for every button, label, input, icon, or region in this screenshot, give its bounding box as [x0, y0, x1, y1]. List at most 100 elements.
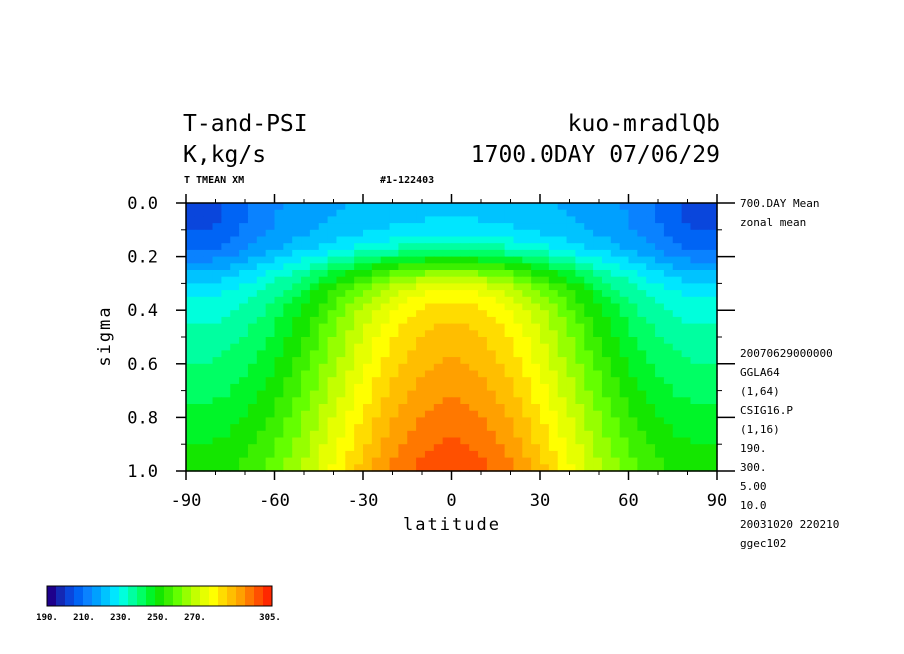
heatmap-cell: [256, 390, 267, 398]
heatmap-cell: [318, 276, 329, 284]
heatmap-cell: [442, 263, 453, 271]
heatmap-cell: [610, 270, 621, 278]
heatmap-cell: [318, 216, 329, 224]
heatmap-cell: [681, 270, 692, 278]
heatmap-cell: [398, 316, 408, 325]
heatmap-cell: [407, 444, 417, 452]
heatmap-cell: [655, 283, 665, 291]
heatmap-cell: [389, 310, 399, 318]
heatmap-cell: [699, 410, 709, 418]
heatmap-cell: [548, 464, 559, 472]
units-label: K,kg/s: [183, 142, 266, 168]
heatmap-cell: [531, 203, 541, 211]
heatmap-cell: [708, 397, 718, 405]
heatmap-cell: [540, 390, 550, 398]
heatmap-cell: [212, 270, 222, 278]
heatmap-cell: [619, 323, 630, 331]
colorbar-swatch: [155, 586, 165, 606]
heatmap-cell: [486, 270, 497, 278]
heatmap-cell: [637, 404, 647, 412]
heatmap-cell: [380, 357, 391, 365]
heatmap-cell: [495, 437, 506, 445]
heatmap-cell: [540, 290, 550, 298]
heatmap-cell: [194, 450, 205, 459]
heatmap-cell: [424, 337, 435, 345]
heatmap-cell: [540, 350, 550, 358]
heatmap-cell: [442, 457, 453, 465]
heatmap-cell: [389, 236, 399, 244]
heatmap-cell: [619, 236, 630, 244]
heatmap-cell: [336, 430, 346, 439]
heatmap-cell: [354, 383, 364, 392]
heatmap-cell: [619, 390, 630, 398]
heatmap-cell: [584, 424, 594, 432]
heatmap-cell: [186, 276, 196, 284]
heatmap-cell: [309, 350, 320, 358]
heatmap-cell: [345, 296, 355, 305]
heatmap-cell: [451, 323, 461, 331]
heatmap-cell: [354, 450, 364, 459]
y-tick-label: 0.4: [127, 301, 158, 321]
heatmap-cell: [531, 296, 541, 305]
heatmap-cell: [424, 404, 435, 412]
heatmap-cell: [584, 397, 594, 405]
heatmap-cell: [513, 404, 523, 412]
heatmap-cell: [433, 417, 444, 425]
heatmap-cell: [451, 397, 461, 405]
heatmap-cell: [398, 337, 408, 345]
heatmap-cell: [194, 410, 205, 418]
heatmap-cell: [513, 383, 523, 392]
colorbar-swatch: [101, 586, 111, 606]
heatmap-cell: [407, 397, 417, 405]
heatmap-cell: [513, 296, 523, 305]
heatmap-cell: [637, 323, 647, 331]
heatmap-cell: [309, 270, 320, 278]
heatmap-cell: [637, 397, 647, 405]
heatmap-cell: [548, 296, 559, 305]
heatmap-cell: [531, 310, 541, 318]
heatmap-cell: [495, 270, 506, 278]
heatmap-cell: [247, 249, 258, 258]
heatmap-cell: [442, 397, 453, 405]
heatmap-cell: [336, 444, 346, 452]
heatmap-cell: [690, 243, 700, 251]
heatmap-cell: [566, 424, 576, 432]
heatmap-cell: [239, 430, 249, 439]
heatmap-cell: [619, 424, 630, 432]
heatmap-cell: [274, 310, 284, 318]
heatmap-cell: [655, 310, 665, 318]
heatmap-cell: [628, 430, 638, 439]
heatmap-cell: [646, 216, 656, 224]
heatmap-cell: [593, 290, 603, 298]
heatmap-cell: [690, 390, 700, 398]
heatmap-cell: [593, 337, 603, 345]
heatmap-cell: [495, 390, 506, 398]
heatmap-cell: [628, 209, 638, 217]
heatmap-cell: [540, 357, 550, 365]
heatmap-cell: [619, 410, 630, 418]
side-info-line: 300.: [740, 461, 767, 474]
heatmap-cell: [504, 249, 515, 258]
heatmap-cell: [663, 370, 674, 378]
colorbar-swatch: [65, 586, 75, 606]
heatmap-cell: [486, 290, 497, 298]
heatmap-cell: [513, 437, 523, 445]
heatmap-cell: [327, 310, 338, 318]
heatmap-cell: [354, 303, 364, 311]
heatmap-cell: [548, 330, 559, 338]
heatmap-cell: [575, 397, 585, 405]
heatmap-cell: [265, 323, 276, 331]
heatmap-cell: [584, 203, 594, 211]
heatmap-cell: [424, 229, 435, 238]
heatmap-cell: [398, 203, 408, 211]
heatmap-cell: [433, 357, 444, 365]
heatmap-cell: [274, 209, 284, 217]
heatmap-cell: [690, 397, 700, 405]
variable-label: T TMEAN XM: [184, 175, 244, 186]
heatmap-cell: [221, 343, 231, 351]
heatmap-cell: [469, 256, 479, 264]
heatmap-cell: [194, 444, 205, 452]
heatmap-cell: [380, 437, 391, 445]
heatmap-cell: [389, 316, 399, 325]
heatmap-cell: [681, 363, 692, 372]
